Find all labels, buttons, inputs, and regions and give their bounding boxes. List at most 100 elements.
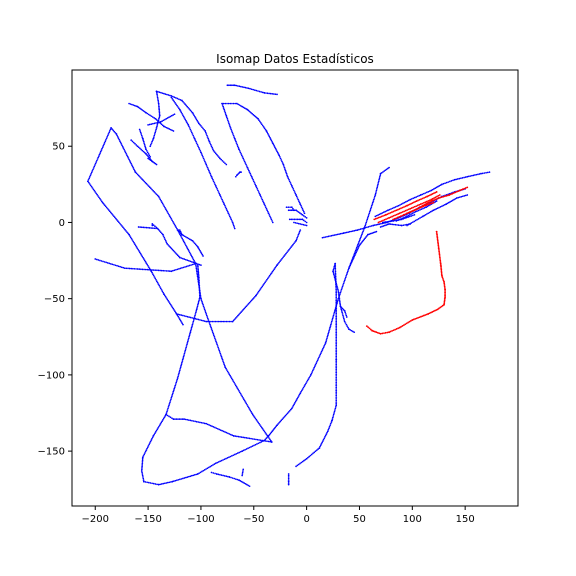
data-point: [439, 184, 442, 186]
data-point: [109, 128, 112, 131]
data-point: [419, 194, 422, 196]
data-point: [94, 162, 97, 165]
data-point: [227, 212, 230, 215]
data-point: [335, 293, 338, 296]
data-point: [198, 283, 201, 285]
data-point: [266, 92, 269, 95]
data-point: [256, 188, 259, 190]
data-point: [372, 198, 375, 201]
data-point: [335, 363, 338, 366]
data-point: [349, 329, 352, 331]
data-point: [154, 225, 156, 228]
data-point: [454, 197, 457, 200]
data-point: [423, 207, 426, 209]
data-point: [221, 198, 223, 201]
data-point: [99, 199, 102, 201]
data-point: [218, 192, 221, 195]
data-point: [105, 206, 108, 209]
data-point: [335, 288, 338, 291]
data-point: [464, 187, 467, 189]
data-point: [387, 167, 389, 170]
data-point: [233, 226, 236, 228]
data-point: [168, 301, 170, 303]
data-point: [197, 276, 200, 279]
data-point: [335, 393, 338, 395]
data-point: [233, 136, 235, 138]
data-point: [204, 160, 206, 163]
data-point: [435, 309, 438, 311]
data-point: [314, 450, 317, 453]
data-point: [443, 302, 446, 305]
data-point: [164, 208, 167, 210]
data-point: [204, 311, 207, 314]
data-point: [415, 196, 418, 198]
data-point: [255, 186, 258, 189]
data-point: [414, 200, 417, 203]
data-point: [164, 415, 167, 417]
data-point: [236, 452, 239, 454]
data-point: [420, 205, 423, 208]
data-point: [328, 328, 331, 331]
data-point: [203, 469, 206, 471]
data-point: [422, 314, 425, 317]
data-point: [426, 205, 429, 208]
data-point: [119, 141, 122, 144]
data-point: [180, 232, 183, 234]
data-point: [257, 90, 259, 92]
data-point: [438, 256, 441, 259]
data-point: [145, 182, 148, 185]
data-point: [185, 265, 188, 268]
data-point: [414, 219, 417, 222]
data-point: [335, 401, 338, 403]
data-point: [424, 201, 427, 204]
data-point: [130, 139, 133, 141]
data-point: [427, 194, 430, 197]
data-point: [132, 267, 134, 270]
data-point: [277, 153, 280, 155]
data-point: [228, 456, 230, 459]
data-point: [247, 437, 249, 440]
data-point: [216, 188, 218, 190]
data-point: [246, 304, 249, 306]
data-point: [182, 239, 184, 241]
data-point: [198, 278, 200, 280]
data-point: [195, 473, 198, 476]
data-point: [455, 190, 458, 193]
data-point: [159, 286, 161, 288]
data-point: [357, 245, 360, 248]
x-tick-label: 100: [403, 514, 422, 525]
data-point: [155, 119, 158, 121]
data-point: [166, 298, 169, 301]
data-point: [152, 136, 155, 138]
data-point: [179, 478, 181, 481]
data-point: [140, 148, 142, 151]
data-point: [405, 322, 408, 325]
data-point: [159, 269, 161, 272]
data-point: [335, 404, 338, 407]
data-point: [422, 207, 424, 210]
data-point: [233, 137, 236, 140]
data-point: [246, 87, 248, 89]
data-point: [244, 86, 247, 89]
data-point: [134, 244, 137, 247]
data-point: [261, 198, 264, 201]
data-point: [151, 139, 154, 141]
data-point: [141, 465, 143, 468]
data-point: [238, 313, 240, 316]
data-point: [264, 206, 267, 209]
data-point: [378, 177, 381, 180]
data-point: [250, 174, 252, 177]
data-point: [274, 426, 276, 429]
data-point: [392, 215, 395, 217]
data-point: [198, 286, 201, 289]
data-point: [453, 198, 455, 201]
data-point: [144, 450, 147, 453]
data-point: [255, 116, 258, 119]
data-point: [221, 160, 224, 162]
data-point: [233, 381, 235, 384]
data-point: [244, 306, 247, 309]
data-point: [240, 394, 243, 396]
x-axis: −200 −150 −100 −50 0 50 100 150: [82, 506, 475, 525]
data-point: [406, 212, 408, 215]
data-point: [102, 260, 104, 263]
